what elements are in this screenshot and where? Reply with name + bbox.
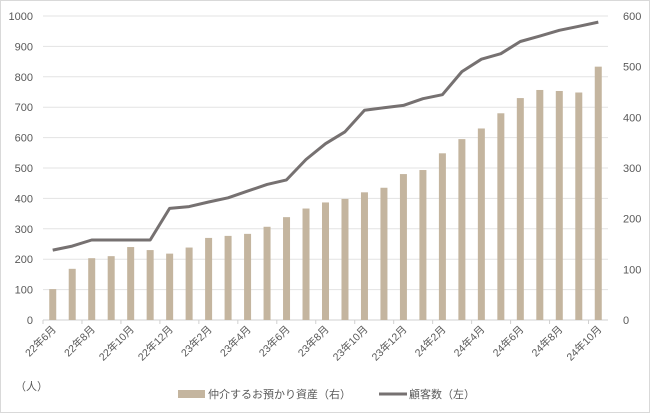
bar	[536, 89, 544, 321]
x-axis-tick: 23年12月	[369, 323, 410, 364]
right-axis-tick: 200	[623, 214, 641, 226]
x-axis-tick: 23年8月	[295, 323, 331, 359]
bar	[302, 208, 310, 320]
x-axis-tick: 24年10月	[564, 323, 605, 364]
bar	[107, 256, 115, 320]
bar	[68, 268, 76, 320]
bar	[88, 258, 96, 320]
x-axis-tick: 23年10月	[330, 323, 371, 364]
bar	[497, 113, 505, 320]
bar	[477, 128, 485, 320]
bar	[146, 250, 154, 320]
left-axis-tick: 800	[15, 72, 33, 84]
legend-line-label: 顧客数（左）	[409, 387, 475, 401]
right-axis-tick: 100	[623, 264, 641, 276]
left-axis-tick: 700	[15, 102, 33, 114]
bar	[360, 192, 368, 320]
bar-series	[49, 66, 602, 321]
legend: 仲介するお預かり資産（右） 顧客数（左）	[178, 387, 475, 401]
left-axis-tick: 1000	[9, 11, 33, 23]
bar	[322, 202, 329, 320]
bar	[49, 289, 57, 320]
left-axis-tick: 0	[27, 315, 33, 327]
bar	[244, 233, 252, 320]
right-axis-tick: 300	[623, 163, 641, 175]
bar	[127, 247, 135, 320]
left-axis-tick: 100	[15, 285, 33, 297]
bar	[399, 174, 407, 320]
left-axis-tick: 300	[15, 224, 33, 236]
bar	[555, 90, 563, 320]
bar	[283, 217, 291, 320]
bar	[594, 66, 602, 321]
left-axis-tick: 200	[15, 254, 33, 266]
unit-label: （人）	[15, 380, 48, 393]
bar	[185, 247, 193, 320]
x-axis-tick: 23年2月	[178, 323, 214, 359]
left-axis-tick: 900	[15, 41, 33, 53]
legend-bar-swatch	[178, 390, 205, 398]
bar	[224, 235, 232, 320]
bar	[166, 253, 174, 320]
left-axis-tick: 400	[15, 193, 33, 205]
line-series	[52, 20, 599, 252]
bar	[205, 237, 213, 320]
x-axis-tick: 23年4月	[217, 323, 253, 359]
x-axis-tick: 24年8月	[529, 323, 565, 359]
x-axis-tick: 22年6月	[22, 323, 58, 359]
bar	[341, 198, 349, 320]
bar	[575, 92, 583, 320]
x-axis-tick: 22年10月	[96, 323, 137, 364]
x-axis-tick: 23年6月	[256, 323, 292, 359]
left-axis-tick: 600	[15, 133, 33, 145]
legend-bar-label: 仲介するお預かり資産（右）	[208, 387, 351, 401]
x-axis-tick: 24年4月	[451, 323, 487, 359]
bar	[380, 187, 388, 320]
bar	[438, 153, 446, 320]
x-axis-tick: 22年8月	[61, 323, 97, 359]
x-axis-tick: 22年12月	[135, 323, 176, 364]
bar	[263, 226, 271, 320]
bar	[419, 170, 427, 320]
right-axis-tick: 600	[623, 11, 641, 23]
bar	[458, 139, 466, 320]
right-axis-tick: 500	[623, 62, 641, 74]
right-axis-tick: 400	[623, 112, 641, 124]
x-axis-tick: 24年2月	[412, 323, 448, 359]
x-axis-tick: 24年6月	[490, 323, 526, 359]
left-axis-tick: 500	[15, 163, 33, 175]
right-axis-tick: 0	[623, 315, 629, 327]
bar	[516, 98, 524, 320]
